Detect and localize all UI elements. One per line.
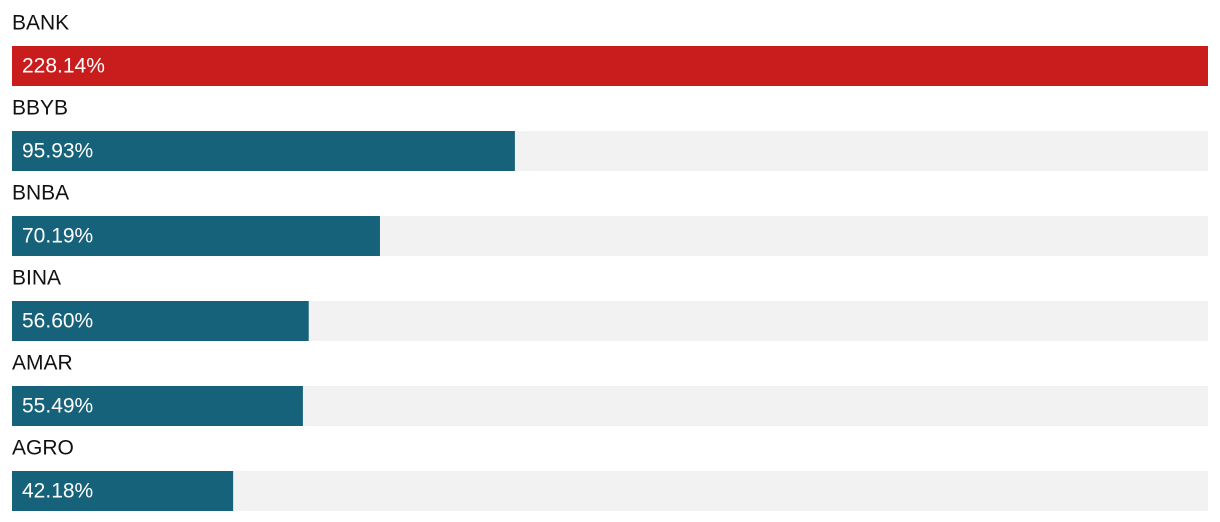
category-label: BBYB — [12, 97, 68, 120]
bar — [12, 386, 303, 426]
value-label: 95.93% — [22, 140, 93, 163]
bar — [12, 471, 234, 511]
category-label: BNBA — [12, 182, 69, 205]
category-label: BANK — [12, 12, 69, 35]
bar — [12, 301, 309, 341]
value-label: 228.14% — [22, 55, 105, 78]
bar — [12, 216, 380, 256]
category-label: AMAR — [12, 352, 73, 375]
value-label: 70.19% — [22, 225, 93, 248]
category-label: BINA — [12, 267, 61, 290]
value-label: 56.60% — [22, 310, 93, 333]
category-label: AGRO — [12, 437, 74, 460]
bar — [12, 131, 515, 171]
bar — [12, 46, 1208, 86]
value-label: 42.18% — [22, 480, 93, 503]
value-label: 55.49% — [22, 395, 93, 418]
